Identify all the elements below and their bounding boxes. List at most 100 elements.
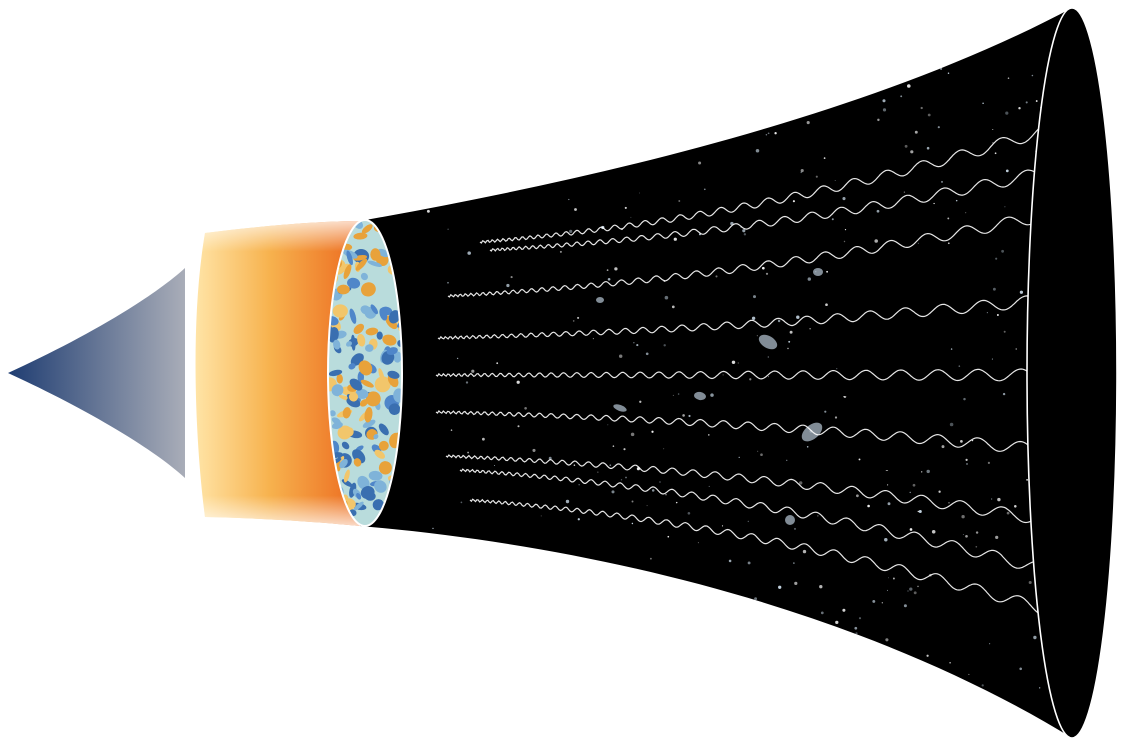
star xyxy=(965,534,968,538)
star xyxy=(941,180,943,183)
star xyxy=(560,139,563,142)
star xyxy=(584,116,587,119)
cmb-speckle xyxy=(341,441,350,450)
star xyxy=(754,597,758,601)
star xyxy=(867,504,870,508)
star xyxy=(767,132,770,135)
star xyxy=(447,281,449,284)
star xyxy=(1005,169,1009,173)
star xyxy=(665,651,669,655)
star xyxy=(577,316,580,319)
star xyxy=(831,218,834,221)
star xyxy=(965,212,967,214)
star xyxy=(506,283,510,288)
star xyxy=(624,127,626,129)
star xyxy=(663,448,665,450)
star xyxy=(1033,635,1037,640)
star xyxy=(958,365,961,367)
cmb-speckle xyxy=(353,501,364,511)
star xyxy=(598,634,602,638)
star xyxy=(1018,107,1021,110)
cmb-speckle xyxy=(365,327,379,336)
star xyxy=(774,132,777,135)
star xyxy=(768,376,769,378)
star xyxy=(987,461,991,465)
star xyxy=(713,101,718,106)
star xyxy=(955,199,958,202)
star xyxy=(599,127,603,132)
star xyxy=(834,416,838,419)
star xyxy=(788,340,791,343)
star xyxy=(765,272,769,275)
star xyxy=(749,378,752,381)
star xyxy=(772,93,775,97)
cmb-speckle xyxy=(374,449,385,459)
star xyxy=(639,400,642,403)
star xyxy=(778,585,782,589)
star xyxy=(826,270,828,273)
star xyxy=(947,242,950,245)
star xyxy=(867,45,869,47)
star xyxy=(899,691,901,694)
cmb-speckle xyxy=(349,308,357,324)
star xyxy=(806,446,809,448)
star xyxy=(742,229,746,233)
star xyxy=(982,102,984,105)
galaxy xyxy=(694,391,706,401)
star xyxy=(1015,348,1017,350)
star xyxy=(842,608,846,612)
cmb-speckle xyxy=(353,232,368,240)
star xyxy=(903,191,906,193)
star xyxy=(582,655,585,658)
star xyxy=(855,646,859,651)
star xyxy=(486,670,488,672)
star xyxy=(580,579,583,582)
cmb-speckle xyxy=(359,399,369,407)
star xyxy=(540,515,542,517)
light-wave xyxy=(459,468,1047,569)
star xyxy=(747,520,749,523)
cmb-speckle xyxy=(374,376,391,393)
cmb-speckle xyxy=(337,284,350,295)
star xyxy=(961,515,965,519)
star xyxy=(757,450,759,452)
star xyxy=(751,316,756,320)
light-wave xyxy=(469,498,1046,616)
star xyxy=(731,360,736,365)
star xyxy=(872,599,876,603)
star xyxy=(606,269,609,271)
star xyxy=(991,693,993,695)
hot-plasma-band xyxy=(195,221,360,526)
inflation-cone xyxy=(8,268,185,478)
galaxy xyxy=(613,404,627,412)
cmb-speckle xyxy=(373,434,379,440)
star xyxy=(1001,249,1005,253)
star xyxy=(823,157,826,159)
star xyxy=(678,200,681,202)
star xyxy=(937,126,940,129)
star xyxy=(705,642,709,646)
star xyxy=(873,79,878,84)
cmb-speckle xyxy=(342,407,351,419)
star xyxy=(609,464,612,467)
star xyxy=(634,98,637,100)
cmb-speckle xyxy=(328,369,343,377)
star xyxy=(949,422,954,427)
star xyxy=(493,464,496,467)
star xyxy=(728,657,732,661)
star xyxy=(885,81,889,84)
star xyxy=(503,95,506,98)
star xyxy=(620,479,623,481)
star xyxy=(732,129,734,131)
star xyxy=(605,652,608,655)
dark-patch xyxy=(835,268,975,470)
star xyxy=(1019,290,1024,294)
star xyxy=(975,545,978,548)
star xyxy=(531,122,535,126)
star xyxy=(882,99,886,103)
star xyxy=(792,200,795,203)
cmb-speckle xyxy=(364,407,373,423)
star xyxy=(917,585,919,588)
star xyxy=(1031,74,1034,77)
